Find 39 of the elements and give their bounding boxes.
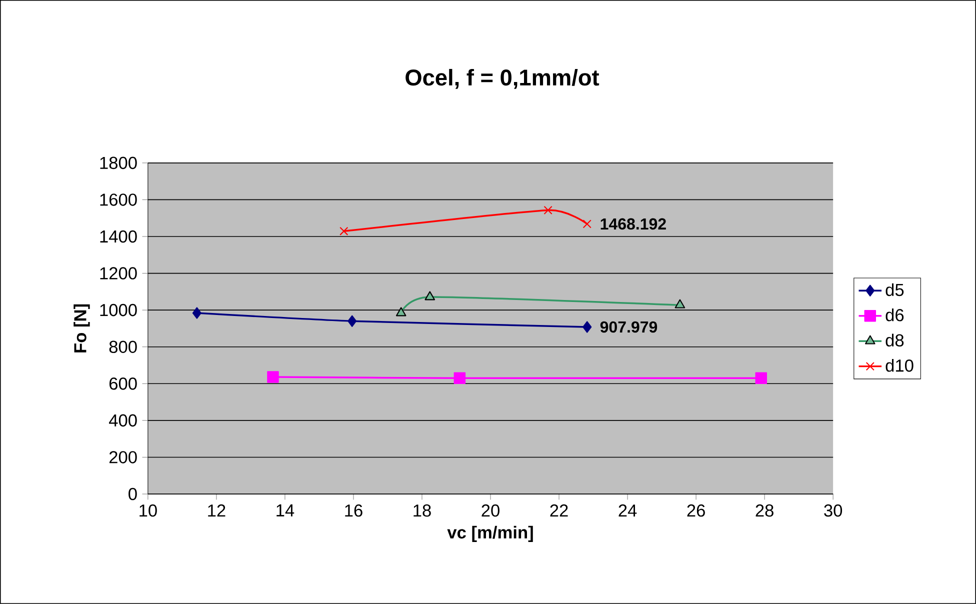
y-tick-label: 400: [109, 414, 137, 427]
annotation: 1468.192: [600, 218, 666, 230]
legend-label: d6: [886, 308, 904, 322]
y-tick-label: 1800: [100, 156, 137, 170]
y-tick-label: 800: [109, 340, 137, 354]
x-tick-label: 22: [550, 504, 568, 517]
x-tick-label: 16: [345, 504, 362, 517]
x-axis-title: vc [m/min]: [447, 526, 533, 542]
x-tick-label: 24: [618, 504, 637, 517]
x-tick-label: 14: [276, 504, 294, 516]
x-tick-label: 20: [482, 504, 500, 517]
point: [348, 315, 357, 328]
y-tick-label: 200: [109, 451, 137, 464]
y-tick-label: 1200: [100, 267, 137, 280]
x-tick-label: 12: [208, 504, 226, 517]
x-tick-label: 30: [824, 504, 842, 517]
x-tick-label: 26: [687, 504, 705, 517]
x-tick-label: 18: [414, 504, 431, 517]
point: [340, 226, 348, 236]
point: [267, 371, 279, 383]
point: [582, 321, 592, 333]
legend-label: d8: [886, 334, 904, 347]
x-tick-label: 10: [140, 504, 157, 517]
x-tick-label: 28: [756, 504, 774, 517]
y-tick-label: 600: [109, 378, 137, 390]
point: [192, 307, 202, 319]
point: [454, 372, 466, 384]
y-tick-label: 0: [128, 488, 137, 500]
y-tick-label: 1000: [100, 304, 137, 316]
chart-title: Ocel, f = 0,1mm/ot: [406, 68, 600, 89]
point: [582, 220, 592, 228]
point: [755, 372, 768, 384]
annotation: 907.979: [600, 321, 658, 333]
y-tick-label: 1600: [100, 194, 137, 206]
legend-label: d10: [886, 359, 914, 372]
legend-label: d5: [886, 283, 904, 296]
y-axis-title: Fo [N]: [74, 304, 90, 352]
point: [544, 206, 552, 215]
y-tick-label: 1400: [100, 230, 137, 243]
